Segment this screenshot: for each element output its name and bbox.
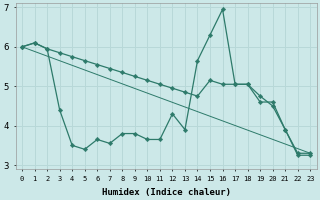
X-axis label: Humidex (Indice chaleur): Humidex (Indice chaleur) — [102, 188, 231, 197]
